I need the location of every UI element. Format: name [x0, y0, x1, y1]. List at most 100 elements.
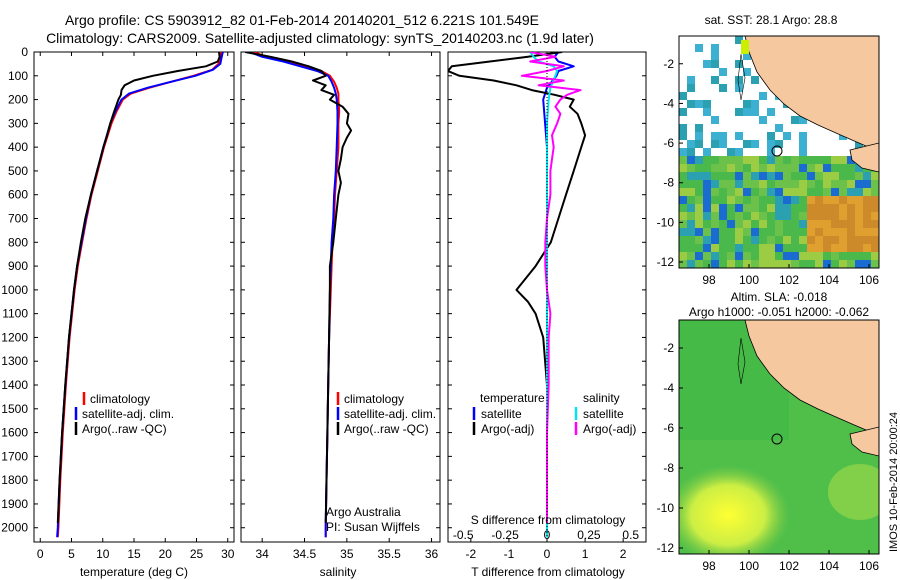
sst-cell	[767, 140, 775, 148]
sst-cell	[727, 236, 735, 244]
sst-cell	[791, 148, 799, 156]
sst-cell	[695, 60, 703, 68]
sst-cell	[711, 260, 719, 268]
sst-cell	[767, 188, 775, 196]
sst-cell	[719, 36, 727, 44]
sst-cell	[863, 236, 871, 244]
salinity-x-ticks: 34 34.5 35 35.5 36	[255, 52, 439, 561]
sst-cell	[831, 244, 839, 252]
x-tick-label: 5	[68, 547, 75, 561]
sst-cell	[791, 260, 799, 268]
sst-cell	[743, 84, 751, 92]
sst-cell	[743, 132, 751, 140]
sst-cell	[767, 252, 775, 260]
sst-cell	[815, 148, 823, 156]
sst-cell	[767, 220, 775, 228]
sst-cell	[751, 164, 759, 172]
depth-tick-label: 200	[8, 93, 28, 107]
sst-cell	[687, 156, 695, 164]
sst-cell	[871, 236, 879, 244]
sst-cell	[783, 188, 791, 196]
sst-cell	[823, 244, 831, 252]
x-tick-label: 10	[96, 547, 110, 561]
sst-cell	[831, 180, 839, 188]
sst-cell	[695, 36, 703, 44]
sst-cell	[695, 108, 703, 116]
sst-cell	[855, 212, 863, 220]
sst-cell	[735, 36, 743, 44]
sst-cell	[815, 132, 823, 140]
legend-label-satellite: satellite-adj. clim.	[82, 407, 174, 421]
sst-cell	[695, 172, 703, 180]
sst-cell	[735, 100, 743, 108]
sst-cell	[767, 228, 775, 236]
sst-cell	[695, 92, 703, 100]
sst-cell	[767, 260, 775, 268]
sst-cell	[791, 188, 799, 196]
sst-cell	[847, 172, 855, 180]
map-x-tick-label: 100	[739, 559, 759, 573]
sst-cell	[719, 164, 727, 172]
sst-cell	[703, 212, 711, 220]
sst-cell	[735, 44, 743, 52]
sst-cell	[703, 172, 711, 180]
sst-cell	[807, 236, 815, 244]
depth-tick-label: 300	[8, 116, 28, 130]
credit-line-1: Argo Australia	[326, 505, 401, 519]
sst-cell	[783, 116, 791, 124]
sst-cell	[727, 116, 735, 124]
sst-cell	[735, 132, 743, 140]
sst-cell	[687, 52, 695, 60]
sst-cell	[727, 260, 735, 268]
depth-tick-label: 1500	[1, 402, 28, 416]
difference-legend-temperature: temperature satellite Argo(-adj)	[472, 391, 545, 436]
sst-cell	[831, 236, 839, 244]
temperature-xlabel: temperature (deg C)	[80, 565, 188, 579]
sst-cell	[743, 52, 751, 60]
sst-cell	[791, 236, 799, 244]
sst-cell	[727, 244, 735, 252]
sst-cell	[679, 124, 687, 132]
sst-cell	[823, 252, 831, 260]
sst-cell	[727, 172, 735, 180]
legend-label-climatology: climatology	[90, 392, 150, 406]
x-tick-label: 15	[127, 547, 141, 561]
map-y-tick-label: -6	[663, 421, 674, 435]
sst-cell	[735, 228, 743, 236]
sst-cell	[679, 252, 687, 260]
sst-cell	[743, 140, 751, 148]
sla-high-blob-east	[828, 464, 879, 520]
difference-legend-salinity: salinity satellite Argo(-adj)	[574, 391, 636, 436]
sst-cell	[679, 132, 687, 140]
sst-cell	[695, 156, 703, 164]
sst-cell	[703, 180, 711, 188]
sst-cell	[743, 212, 751, 220]
sst-cell	[687, 116, 695, 124]
sst-cell	[719, 244, 727, 252]
sst-cell	[679, 52, 687, 60]
sst-cell	[719, 140, 727, 148]
sst-cell	[743, 236, 751, 244]
series-line	[56, 52, 221, 524]
sst-cell	[751, 108, 759, 116]
sst-cell	[847, 164, 855, 172]
sst-cell	[695, 212, 703, 220]
sst-cell	[807, 140, 815, 148]
series-line	[56, 52, 222, 538]
sst-map-title: sat. SST: 28.1 Argo: 28.8	[705, 13, 838, 27]
map-y-tick-label: -4	[663, 96, 674, 110]
sst-cell	[719, 148, 727, 156]
sla-map-title-2: Argo h1000: -0.051 h2000: -0.062	[689, 305, 869, 319]
sst-cell	[687, 196, 695, 204]
sst-cell	[775, 140, 783, 148]
sst-cell	[687, 260, 695, 268]
sst-cell	[823, 220, 831, 228]
map-y-tick-label: -2	[663, 57, 674, 71]
series-line	[529, 52, 559, 538]
sst-cell	[703, 44, 711, 52]
legend-title-temperature: temperature	[480, 391, 545, 405]
sst-cell	[703, 156, 711, 164]
sst-cell	[719, 204, 727, 212]
sst-cell	[775, 252, 783, 260]
sst-cell	[719, 196, 727, 204]
